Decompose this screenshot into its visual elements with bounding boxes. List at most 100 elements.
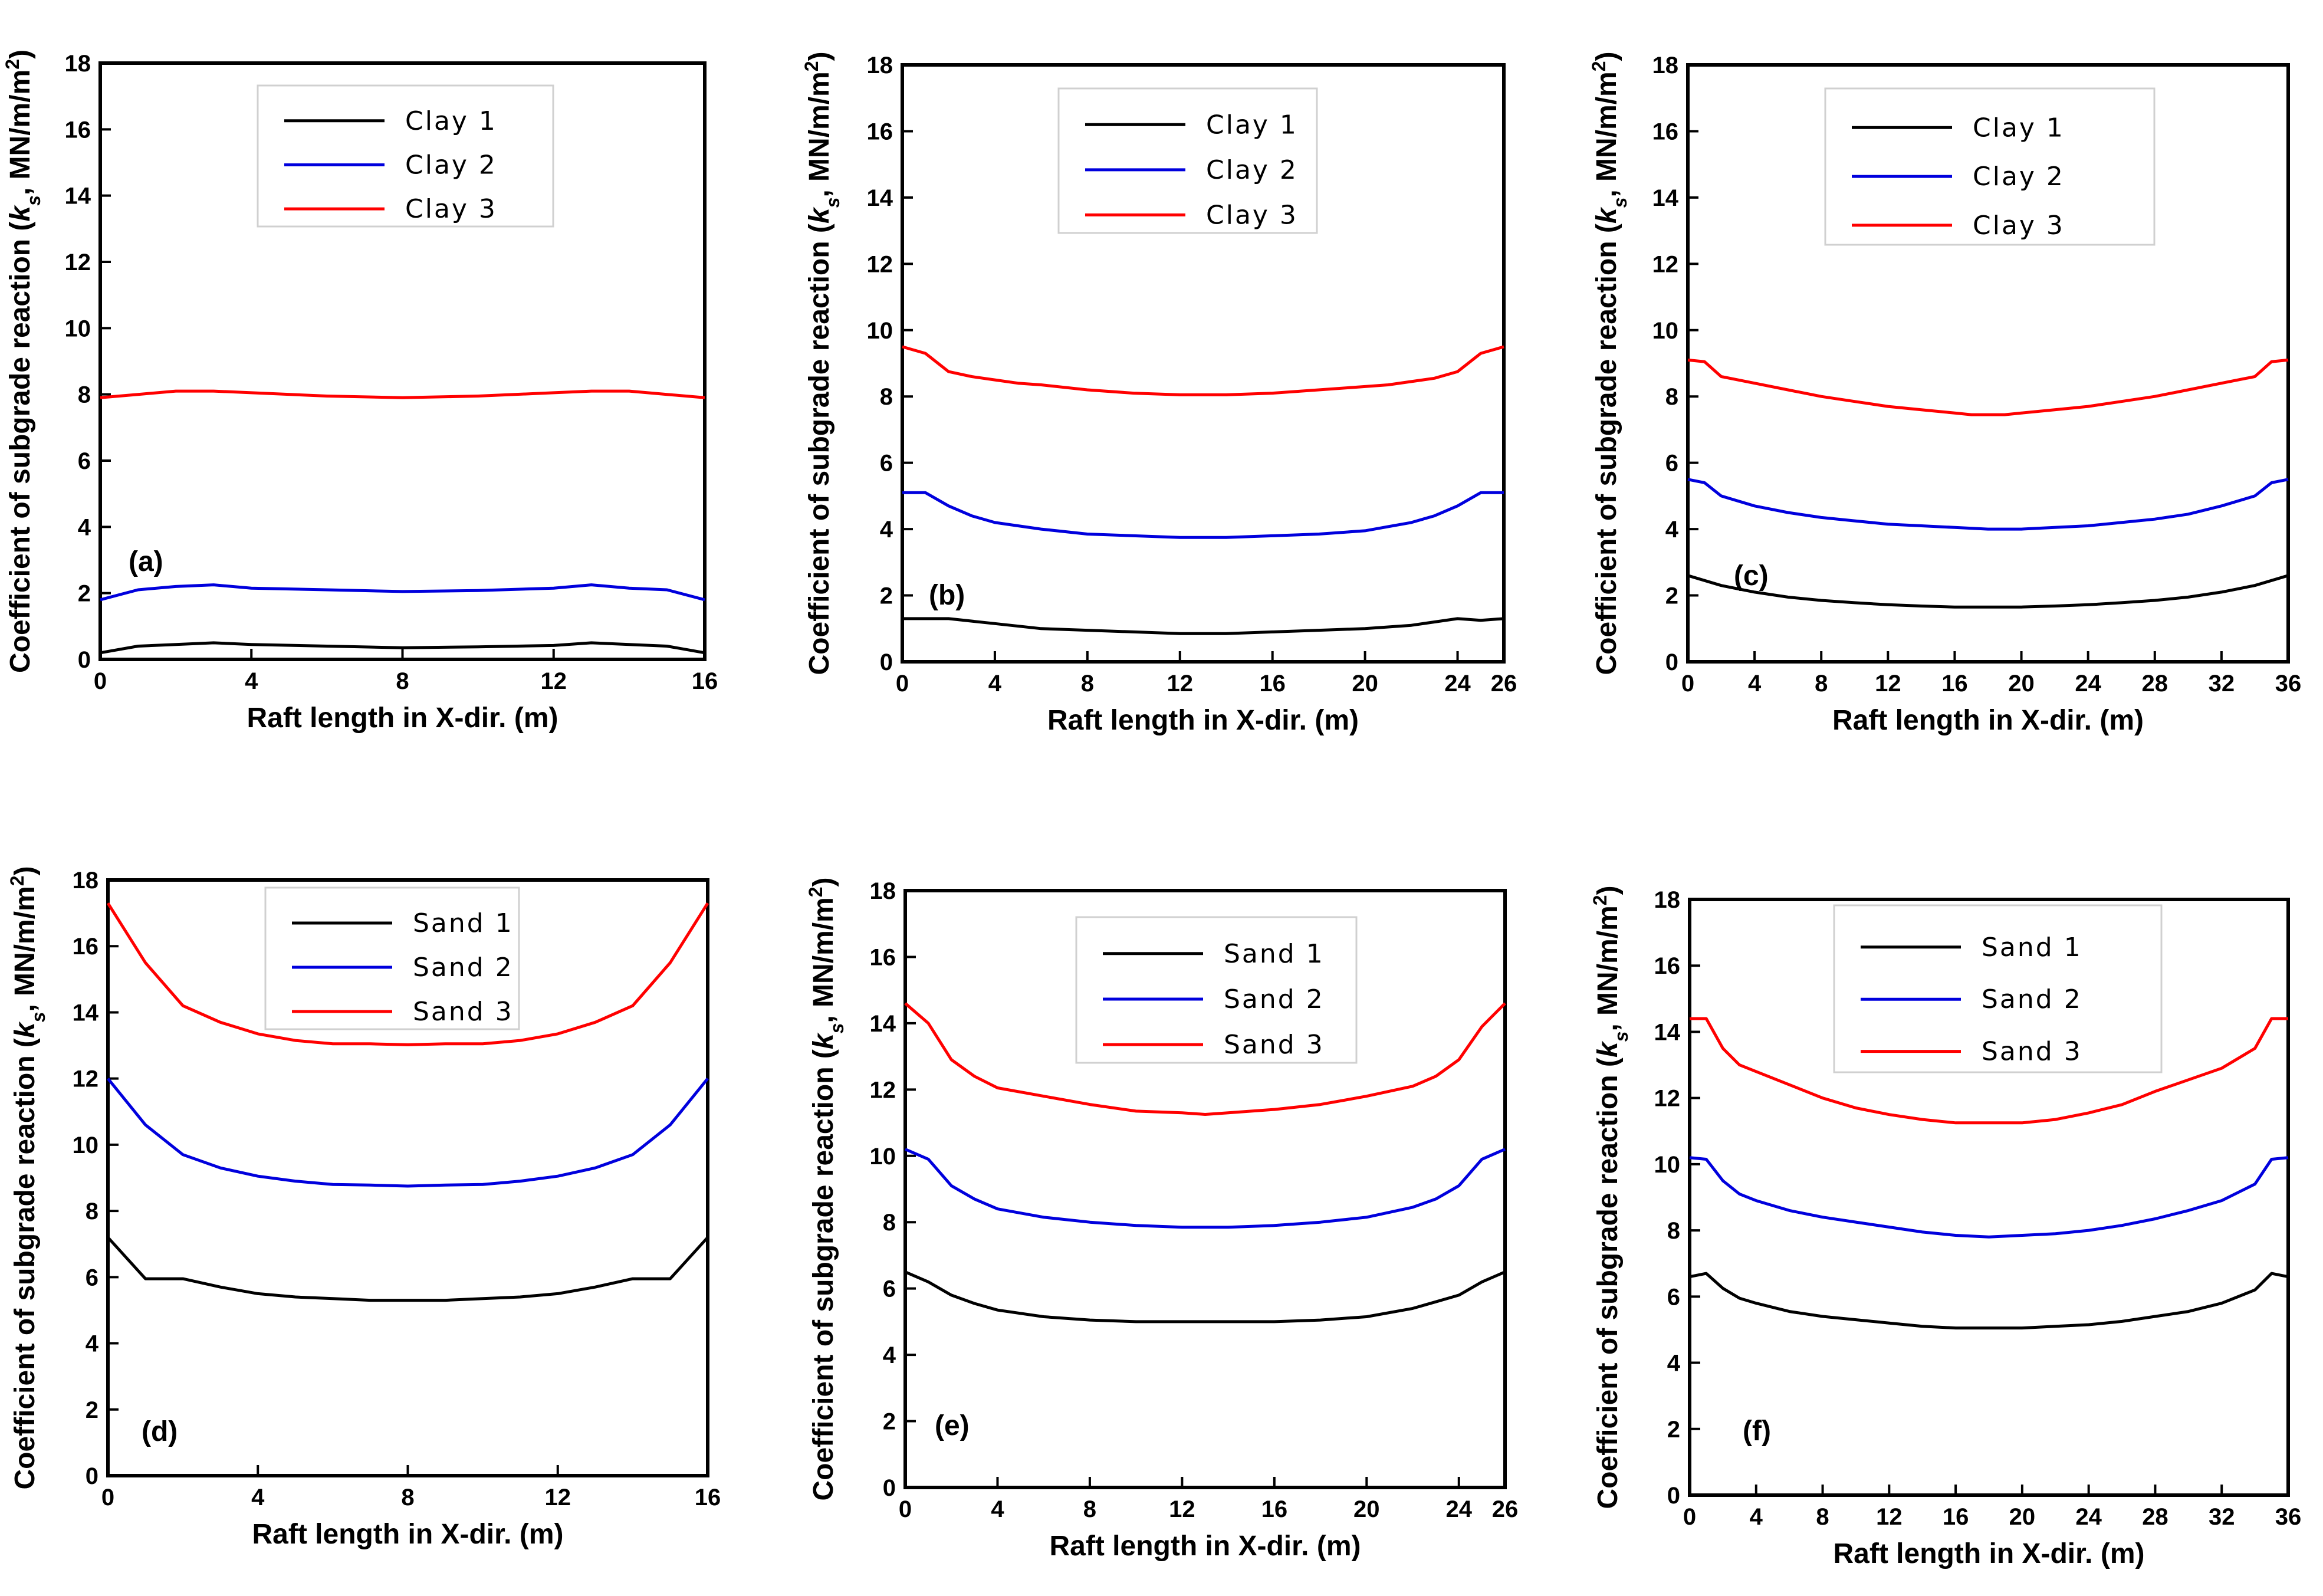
x-tick-label: 0 bbox=[101, 1485, 114, 1510]
y-tick-label: 14 bbox=[65, 183, 91, 209]
x-tick-label: 16 bbox=[1259, 671, 1286, 697]
x-tick-label: 0 bbox=[899, 1496, 912, 1522]
series-line-clay-1 bbox=[100, 641, 705, 655]
y-tick-label: 8 bbox=[880, 384, 893, 410]
y-axis-title-symbol: k bbox=[5, 205, 36, 222]
x-tick-label: 0 bbox=[94, 668, 107, 694]
y-axis-title-close: ) bbox=[9, 866, 41, 875]
x-tick-label: 36 bbox=[2275, 1504, 2302, 1530]
x-axis-title: Raft length in X-dir. (m) bbox=[247, 702, 558, 734]
y-axis-title-text: Coefficient of subgrade reaction ( bbox=[808, 1049, 839, 1500]
legend-label: Sand 2 bbox=[1224, 984, 1325, 1014]
y-tick-label: 10 bbox=[1654, 1152, 1681, 1178]
y-tick-label: 8 bbox=[883, 1210, 896, 1236]
x-tick-label: 12 bbox=[1876, 1504, 1903, 1530]
y-axis-title-close: ) bbox=[5, 50, 36, 59]
y-tick-label: 12 bbox=[1652, 251, 1679, 277]
y-tick-label: 18 bbox=[73, 868, 99, 894]
legend-label: Sand 1 bbox=[1982, 932, 2082, 963]
series-line-clay-2 bbox=[1687, 478, 2289, 531]
y-tick-label: 6 bbox=[86, 1265, 98, 1290]
x-tick-label: 36 bbox=[2275, 671, 2302, 697]
x-tick-label: 4 bbox=[245, 668, 258, 694]
y-tick-label: 4 bbox=[78, 514, 91, 540]
legend-label: Clay 2 bbox=[1973, 162, 2065, 192]
y-tick-label: 18 bbox=[1654, 887, 1681, 913]
panel-label: (e) bbox=[935, 1410, 970, 1441]
y-tick-label: 14 bbox=[1652, 185, 1679, 211]
legend-label: Clay 1 bbox=[405, 106, 497, 136]
y-tick-label: 6 bbox=[78, 448, 91, 474]
y-axis-title-close: ) bbox=[1591, 51, 1622, 61]
y-tick-label: 14 bbox=[870, 1011, 896, 1037]
y-axis-title-superscript: 2 bbox=[805, 886, 826, 897]
plot-frame bbox=[903, 889, 1507, 1489]
legend-box bbox=[257, 84, 554, 228]
y-axis-title-subscript: s bbox=[826, 1023, 847, 1034]
y-tick-label: 0 bbox=[78, 647, 91, 673]
legend: Sand 1 Sand 2 Sand 3 bbox=[264, 886, 520, 1030]
x-tick-label: 26 bbox=[1492, 1496, 1519, 1522]
legend-label: Clay 2 bbox=[405, 150, 497, 180]
y-tick-label: 8 bbox=[1667, 1218, 1680, 1244]
legend-box bbox=[1833, 904, 2163, 1073]
plot-frame bbox=[901, 63, 1506, 664]
y-axis-title-unit: , MN/m/m bbox=[9, 886, 41, 1012]
y-axis-title: Coefficient of subgrade reaction (ks, MN… bbox=[1589, 885, 1632, 1509]
legend-label: Clay 3 bbox=[1973, 211, 2065, 241]
y-axis-title: Coefficient of subgrade reaction (ks, MN… bbox=[805, 877, 847, 1500]
legend: Sand 1 Sand 2 Sand 3 bbox=[1833, 904, 2163, 1073]
x-tick-label: 12 bbox=[1169, 1496, 1195, 1522]
x-tick-label: 12 bbox=[1875, 671, 1901, 697]
x-axis-title: Raft length in X-dir. (m) bbox=[1050, 1531, 1361, 1562]
y-axis-title-unit: , MN/m/m bbox=[804, 71, 835, 197]
y-axis-title-text: Coefficient of subgrade reaction ( bbox=[804, 224, 835, 675]
y-axis-title-close: ) bbox=[1592, 885, 1624, 895]
y-tick-label: 6 bbox=[1667, 1284, 1680, 1310]
x-tick-label: 8 bbox=[401, 1485, 414, 1510]
y-tick-label: 4 bbox=[1665, 517, 1679, 543]
y-tick-label: 2 bbox=[883, 1409, 896, 1435]
x-tick-label: 16 bbox=[1941, 671, 1968, 697]
series-line-sand-3 bbox=[106, 902, 709, 1046]
y-tick-label: 16 bbox=[65, 117, 91, 143]
x-tick-label: 24 bbox=[2075, 671, 2101, 697]
x-tick-label: 32 bbox=[2209, 671, 2235, 697]
series-line-sand-2 bbox=[1689, 1156, 2289, 1239]
x-tick-label: 4 bbox=[988, 671, 1002, 697]
legend-label: Clay 3 bbox=[405, 194, 497, 224]
series-line-clay-3 bbox=[902, 345, 1504, 396]
y-tick-label: 16 bbox=[1652, 119, 1679, 145]
x-tick-label: 20 bbox=[2008, 671, 2035, 697]
x-tick-label: 28 bbox=[2142, 1504, 2168, 1530]
y-axis-title-text: Coefficient of subgrade reaction ( bbox=[5, 222, 36, 673]
y-tick-label: 4 bbox=[883, 1342, 896, 1368]
y-axis-title-symbol: k bbox=[1592, 1040, 1624, 1058]
y-tick-label: 4 bbox=[1667, 1351, 1681, 1377]
series-line-sand-1 bbox=[1689, 1272, 2289, 1330]
series-line-sand-2 bbox=[905, 1148, 1506, 1229]
y-axis-title-unit: , MN/m/m bbox=[1592, 905, 1624, 1031]
y-tick-label: 10 bbox=[65, 316, 91, 341]
legend-box bbox=[1824, 87, 2156, 246]
x-tick-label: 24 bbox=[1444, 671, 1471, 697]
series-line-sand-1 bbox=[905, 1270, 1506, 1324]
y-tick-label: 10 bbox=[867, 318, 893, 344]
y-tick-label: 0 bbox=[1667, 1483, 1680, 1509]
x-tick-label: 16 bbox=[1943, 1504, 1969, 1530]
x-tick-label: 20 bbox=[1353, 1496, 1380, 1522]
y-axis-title-text: Coefficient of subgrade reaction ( bbox=[9, 1038, 41, 1489]
y-tick-label: 12 bbox=[73, 1066, 99, 1092]
y-tick-label: 6 bbox=[883, 1276, 896, 1302]
y-tick-label: 10 bbox=[870, 1144, 896, 1170]
y-tick-label: 16 bbox=[1654, 953, 1681, 979]
legend-box bbox=[1057, 87, 1318, 234]
x-tick-label: 16 bbox=[692, 668, 718, 694]
legend-label: Clay 3 bbox=[1206, 200, 1298, 230]
y-axis-title: Coefficient of subgrade reaction (ks, MN… bbox=[801, 51, 843, 675]
y-tick-label: 16 bbox=[73, 934, 99, 960]
legend: Clay 1 Clay 2 Clay 3 bbox=[1824, 87, 2156, 246]
legend-label: Clay 1 bbox=[1206, 110, 1298, 140]
x-tick-label: 8 bbox=[1815, 671, 1828, 697]
x-tick-label: 0 bbox=[1683, 1504, 1696, 1530]
